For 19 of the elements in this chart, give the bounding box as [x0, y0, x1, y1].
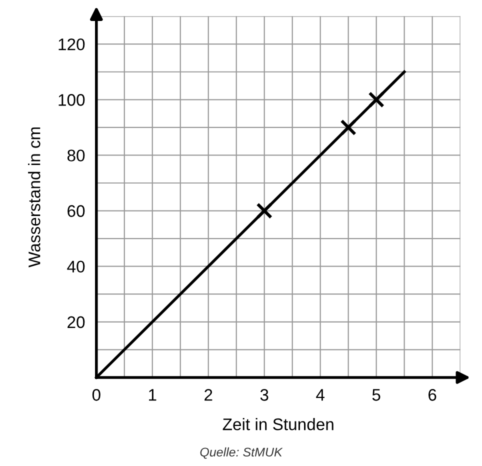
y-tick-label: 40	[67, 260, 85, 273]
y-tick-label: 80	[67, 150, 85, 162]
y-tick-label: 120	[58, 38, 85, 50]
x-tick-label: 4	[316, 389, 324, 401]
source-note: Quelle: StMUK	[200, 447, 283, 459]
x-tick-label: 3	[260, 389, 268, 401]
point	[256, 202, 272, 219]
x-tick-label: 1	[149, 389, 156, 401]
y-tick-label: 60	[68, 205, 85, 217]
x-tick-label: 0	[92, 389, 100, 401]
x-tick-label: 5	[372, 389, 380, 401]
x-tick-label: 2	[204, 389, 212, 401]
x-axis-title: Zeit in Stunden	[222, 418, 334, 430]
x-tick-label: 6	[428, 389, 436, 401]
y-tick-label: 20	[68, 316, 85, 328]
point	[368, 92, 384, 108]
y-axis-title: Wasserstand in cm	[28, 127, 40, 268]
point	[340, 119, 356, 136]
y-tick-label: 100	[58, 94, 85, 106]
